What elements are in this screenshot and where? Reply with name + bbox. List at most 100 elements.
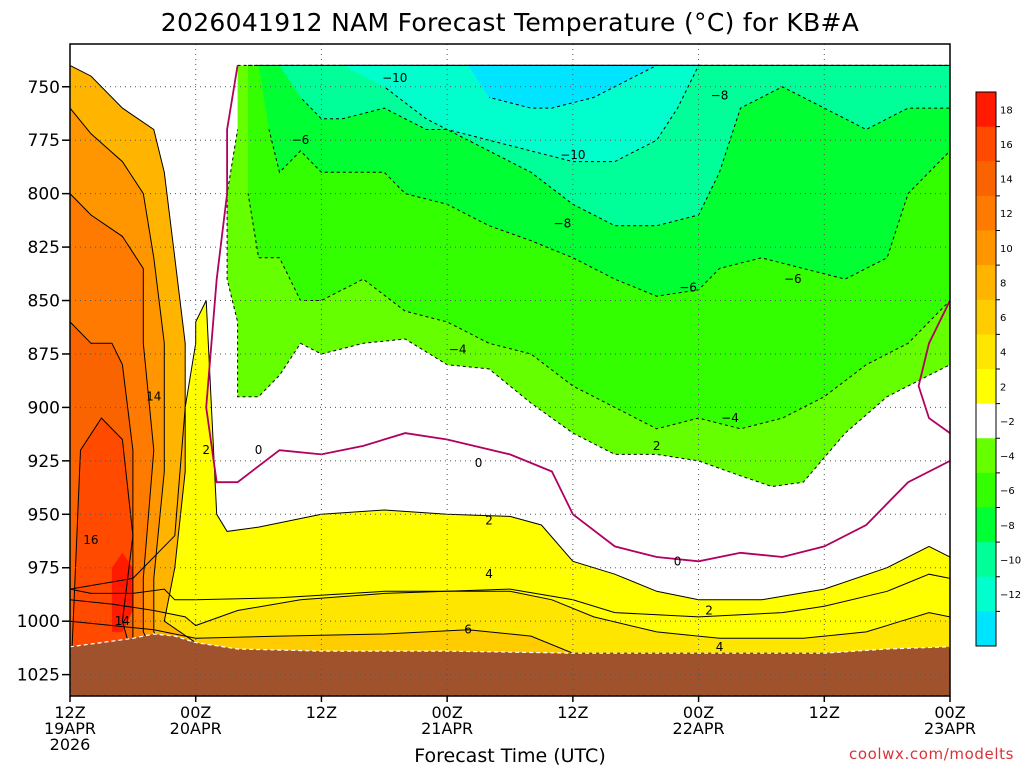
terrain bbox=[70, 633, 950, 696]
contour-label: 2 bbox=[202, 443, 210, 457]
fill-warm-core bbox=[111, 552, 133, 632]
colorbar-band bbox=[976, 195, 996, 231]
colorbar-band bbox=[976, 542, 996, 578]
colorbar-tick-label: 6 bbox=[1000, 313, 1006, 324]
colorbar-band bbox=[976, 161, 996, 197]
contour-warm-16-to-18 bbox=[70, 417, 144, 696]
contour-label: −6 bbox=[784, 272, 802, 286]
colorbar-tick-label: 2 bbox=[1000, 382, 1006, 393]
x-tick-label: 19APR bbox=[44, 719, 96, 738]
colorbar-tick-label: −4 bbox=[1000, 452, 1015, 463]
contour-warm-8-to-10 bbox=[70, 64, 197, 696]
x-tick-label: 12Z bbox=[809, 703, 840, 722]
colorbar-tick-label: −12 bbox=[1000, 590, 1021, 601]
contour-label: 2 bbox=[653, 439, 661, 453]
colorbar-tick-label: 18 bbox=[1000, 105, 1013, 116]
contour-label: −4 bbox=[449, 343, 467, 357]
fill-warm-16-to-18 bbox=[70, 418, 144, 696]
x-tick-label: 22APR bbox=[673, 719, 725, 738]
contour-label: −10 bbox=[382, 71, 407, 85]
x-tick-label: 00Z bbox=[180, 703, 211, 722]
contour-label: 0 bbox=[475, 456, 483, 470]
y-tick-label: 1000 bbox=[17, 612, 60, 632]
colorbar-band bbox=[976, 369, 996, 405]
plot-frame bbox=[69, 43, 951, 697]
contour-warm-12-to-14 bbox=[70, 192, 176, 696]
fill-cold-below-minus12 bbox=[468, 65, 657, 109]
contour-label: 0 bbox=[255, 443, 263, 457]
temperature-fills bbox=[70, 44, 950, 696]
y-tick-label: 950 bbox=[28, 505, 60, 525]
y-tick-label: 750 bbox=[28, 78, 60, 98]
contour-label: 6 bbox=[464, 623, 472, 637]
contour-label: 14 bbox=[115, 614, 130, 628]
chart-title: 2026041912 NAM Forecast Temperature (°C)… bbox=[161, 8, 859, 37]
contour-label: −6 bbox=[679, 281, 697, 295]
colorbar-tick-label: −10 bbox=[1000, 555, 1021, 566]
y-tick-label: 850 bbox=[28, 292, 60, 312]
contour-label: −10 bbox=[560, 148, 585, 162]
contour-labels: −10 −10 −8 −8 −6 −6 −6 −4 −4 2 0 0 0 2 2 2 4 4 6 14 16 14 bbox=[83, 71, 801, 654]
colorbar-tick-label: −8 bbox=[1000, 521, 1015, 532]
colorbar-band bbox=[976, 472, 996, 508]
contour-warm-14-to-16 bbox=[70, 321, 155, 696]
y-tick-label: 925 bbox=[28, 452, 60, 472]
colorbar-tick-label: 8 bbox=[1000, 278, 1006, 289]
contour-zero-line-right bbox=[917, 300, 950, 434]
x-axis-label: Forecast Time (UTC) bbox=[414, 745, 605, 767]
colorbar-band bbox=[976, 92, 996, 128]
y-tick-label: 775 bbox=[28, 131, 60, 151]
x-tick-label: 00Z bbox=[431, 703, 462, 722]
x-tick-label: 21APR bbox=[421, 719, 473, 738]
colorbar-band bbox=[976, 403, 996, 439]
contour-label: 16 bbox=[83, 533, 98, 547]
x-tick-label: 23APR bbox=[924, 719, 976, 738]
contour-cold-below-minus2 bbox=[226, 64, 950, 488]
contour-label: 4 bbox=[485, 567, 493, 581]
x-tick-label: 00Z bbox=[683, 703, 714, 722]
y-axis: 750 775 800 825 850 875 900 925 950 975 1000 1025 bbox=[17, 78, 70, 686]
grid bbox=[70, 44, 950, 696]
colorbar-band bbox=[976, 507, 996, 543]
x-tick-label: 2026 bbox=[50, 735, 91, 754]
contour-label: −6 bbox=[292, 133, 310, 147]
contour-cold-below-minus10 bbox=[342, 64, 700, 163]
contour-warm-10-to-12 bbox=[70, 107, 197, 696]
colorbar-tick-label: 14 bbox=[1000, 175, 1013, 186]
colorbar-tick-label: −2 bbox=[1000, 417, 1015, 428]
plot-area: −10 −10 −8 −8 −6 −6 −6 −4 −4 2 0 0 0 2 2 2 4 4 6 14 16 14 bbox=[69, 43, 951, 697]
x-tick-label: 00Z bbox=[934, 703, 965, 722]
contour-cold-below-minus12 bbox=[468, 64, 657, 109]
colorbar-band bbox=[976, 334, 996, 370]
colorbar-band bbox=[976, 299, 996, 335]
contour-label: −8 bbox=[711, 88, 729, 102]
y-tick-label: 800 bbox=[28, 185, 60, 205]
colorbar-band bbox=[976, 230, 996, 266]
contour-cold-below-minus8 bbox=[279, 64, 950, 227]
contour-warm-4-to-6 bbox=[70, 590, 950, 696]
colorbar-band bbox=[976, 576, 996, 612]
contour-zero-line bbox=[205, 65, 950, 563]
contour-warm-below-4 bbox=[70, 573, 950, 696]
x-tick-label: 12Z bbox=[54, 703, 85, 722]
contour-label: 4 bbox=[716, 640, 724, 654]
colorbar-band bbox=[976, 611, 996, 647]
x-tick-label: 20APR bbox=[170, 719, 222, 738]
colorbar-band bbox=[976, 265, 996, 301]
y-tick-label: 975 bbox=[28, 559, 60, 579]
x-tick-label: 12Z bbox=[557, 703, 588, 722]
contour-label: 0 bbox=[674, 554, 682, 568]
y-tick-label: 875 bbox=[28, 345, 60, 365]
y-tick-label: 825 bbox=[28, 238, 60, 258]
terrain-fill bbox=[70, 633, 950, 696]
contour-warm-2-to-4 bbox=[70, 300, 950, 696]
colorbar-tick-label: 12 bbox=[1000, 209, 1013, 220]
colorbar-tick-label: 10 bbox=[1000, 244, 1013, 255]
colorbar-band bbox=[976, 438, 996, 474]
y-tick-label: 900 bbox=[28, 398, 60, 418]
colorbar-tick-label: 16 bbox=[1000, 140, 1013, 151]
contour-label: 14 bbox=[146, 390, 161, 404]
contour-label: 2 bbox=[705, 603, 713, 617]
